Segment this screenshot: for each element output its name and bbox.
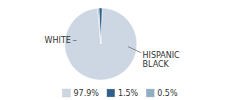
pie-slice xyxy=(98,8,101,44)
annotation: WHITE xyxy=(45,36,71,45)
annotations: WHITE HISPANICBLACK xyxy=(45,36,180,69)
leader-line xyxy=(73,40,77,41)
legend: 97.9% 1.5% 0.5% xyxy=(62,89,177,98)
chart: WHITE HISPANICBLACK 97.9% 1.5% 0.5% xyxy=(0,0,240,100)
pie-slice xyxy=(65,8,137,80)
pie xyxy=(65,8,137,80)
legend-label: 1.5% xyxy=(118,89,139,98)
legend-swatch xyxy=(107,89,115,97)
annotation-line: HISPANIC xyxy=(143,51,181,60)
legend-item: 1.5% xyxy=(107,89,139,98)
legend-item: 97.9% xyxy=(62,89,99,98)
legend-swatch xyxy=(62,89,70,97)
annotation: HISPANICBLACK xyxy=(143,51,181,69)
legend-label: 0.5% xyxy=(157,89,178,98)
legend-label: 97.9% xyxy=(73,89,99,98)
legend-swatch xyxy=(146,89,154,97)
legend-item: 0.5% xyxy=(146,89,178,98)
leader-line xyxy=(128,47,141,53)
annotation-line: BLACK xyxy=(143,60,170,69)
